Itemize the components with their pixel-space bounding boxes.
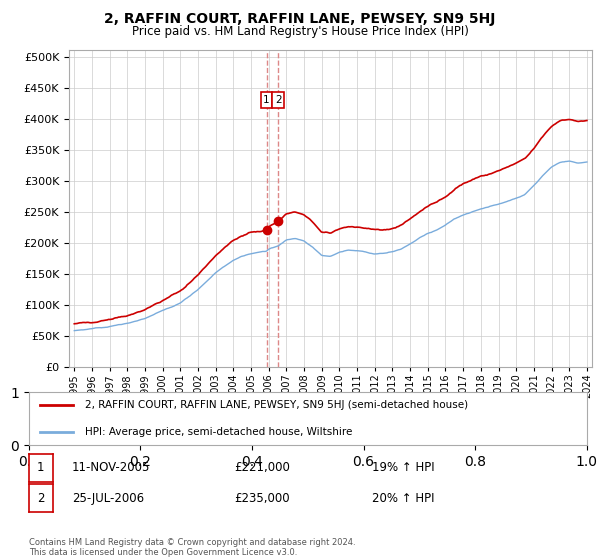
Text: 20% ↑ HPI: 20% ↑ HPI: [372, 492, 434, 505]
Text: 1: 1: [37, 461, 44, 474]
Text: Contains HM Land Registry data © Crown copyright and database right 2024.
This d: Contains HM Land Registry data © Crown c…: [29, 538, 355, 557]
Text: HPI: Average price, semi-detached house, Wiltshire: HPI: Average price, semi-detached house,…: [85, 427, 352, 437]
Text: Price paid vs. HM Land Registry's House Price Index (HPI): Price paid vs. HM Land Registry's House …: [131, 25, 469, 38]
Text: £221,000: £221,000: [234, 461, 290, 474]
Text: 2, RAFFIN COURT, RAFFIN LANE, PEWSEY, SN9 5HJ (semi-detached house): 2, RAFFIN COURT, RAFFIN LANE, PEWSEY, SN…: [85, 400, 468, 410]
Text: 2, RAFFIN COURT, RAFFIN LANE, PEWSEY, SN9 5HJ: 2, RAFFIN COURT, RAFFIN LANE, PEWSEY, SN…: [104, 12, 496, 26]
Text: £235,000: £235,000: [234, 492, 290, 505]
Text: 19% ↑ HPI: 19% ↑ HPI: [372, 461, 434, 474]
Text: 11-NOV-2005: 11-NOV-2005: [72, 461, 151, 474]
Text: 2: 2: [37, 492, 44, 505]
Text: 2: 2: [275, 95, 281, 105]
Text: 1: 1: [263, 95, 270, 105]
Text: 25-JUL-2006: 25-JUL-2006: [72, 492, 144, 505]
